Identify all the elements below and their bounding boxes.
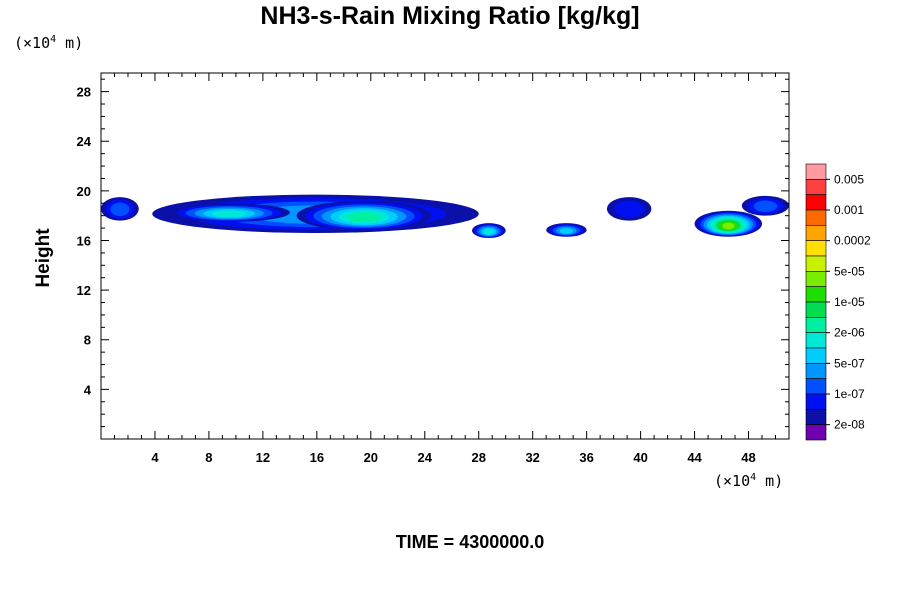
time-label: TIME = 4300000.0: [395, 532, 545, 552]
colorbar-label: 5e-07: [834, 356, 865, 370]
plot-frame: [100, 72, 790, 440]
y-tick-label: 8: [84, 333, 91, 348]
colorbar-label: 0.001: [834, 203, 864, 217]
x-tick-label: 40: [633, 450, 647, 465]
colorbar-swatch: [805, 347, 827, 364]
field-region-4-band-5: [484, 229, 494, 235]
colorbar-label: 1e-05: [834, 295, 865, 309]
colorbar-label: 0.005: [834, 172, 864, 186]
colorbar-swatch: [805, 194, 827, 211]
field-region-7-band-9: [722, 222, 735, 230]
x-tick-label: 28: [471, 450, 485, 465]
field-region-2-band-5: [211, 210, 247, 218]
field-region-0-band-2: [110, 202, 130, 217]
colorbar-label: 2e-06: [834, 326, 865, 340]
colorbar-swatch: [805, 209, 827, 226]
x-tick-label: 48: [741, 450, 755, 465]
x-tick-label: 12: [256, 450, 270, 465]
colorbar-swatch: [805, 271, 827, 287]
field-region-6-band-1: [614, 200, 644, 218]
colorbar-swatch: [805, 332, 827, 349]
colorbar-swatch: [805, 363, 827, 379]
colorbar-label: 0.0002: [834, 234, 871, 248]
y-tick-label: 12: [77, 283, 91, 298]
colorbar-swatch: [805, 393, 827, 410]
colorbar-swatch: [805, 424, 827, 441]
x-tick-label: 20: [364, 450, 378, 465]
colorbar-swatch: [805, 286, 827, 303]
colorbar-swatch: [805, 409, 827, 425]
y-axis-label: Height: [33, 228, 54, 288]
colorbar-label: 5e-05: [834, 264, 865, 278]
colorbar-swatch: [805, 255, 827, 272]
x-tick-label: 8: [205, 450, 212, 465]
y-tick-label: 16: [77, 233, 91, 248]
colorbar-swatch: [805, 317, 827, 333]
x-tick-label: 36: [579, 450, 593, 465]
chart-title: NH3-s-Rain Mixing Ratio [kg/kg]: [260, 2, 640, 30]
colorbar-label: 2e-08: [834, 418, 865, 432]
x-tick-label: 24: [418, 450, 433, 465]
x-axis-unit: (×104 m): [714, 472, 784, 490]
x-tick-label: 4: [151, 450, 159, 465]
y-tick-label: 24: [77, 134, 92, 149]
field-region-3-band-6: [347, 212, 381, 223]
x-tick-label: 44: [687, 450, 702, 465]
colorbar-swatch: [805, 163, 827, 180]
colorbar-label: 1e-07: [834, 387, 865, 401]
field-region-8-band-2: [753, 200, 778, 212]
y-tick-label: 28: [77, 85, 91, 100]
colorbar-swatch: [805, 179, 827, 195]
x-tick-label: 16: [310, 450, 324, 465]
colorbar-swatch: [805, 301, 827, 318]
y-tick-label: 4: [84, 382, 92, 397]
x-tick-label: 32: [525, 450, 539, 465]
colorbar-swatch: [805, 378, 827, 395]
field-region-5-band-4: [559, 228, 574, 234]
colorbar-swatch: [805, 240, 827, 257]
y-axis-unit: (×104 m): [14, 34, 84, 52]
y-tick-label: 20: [77, 184, 91, 199]
colorbar-swatch: [805, 225, 827, 241]
